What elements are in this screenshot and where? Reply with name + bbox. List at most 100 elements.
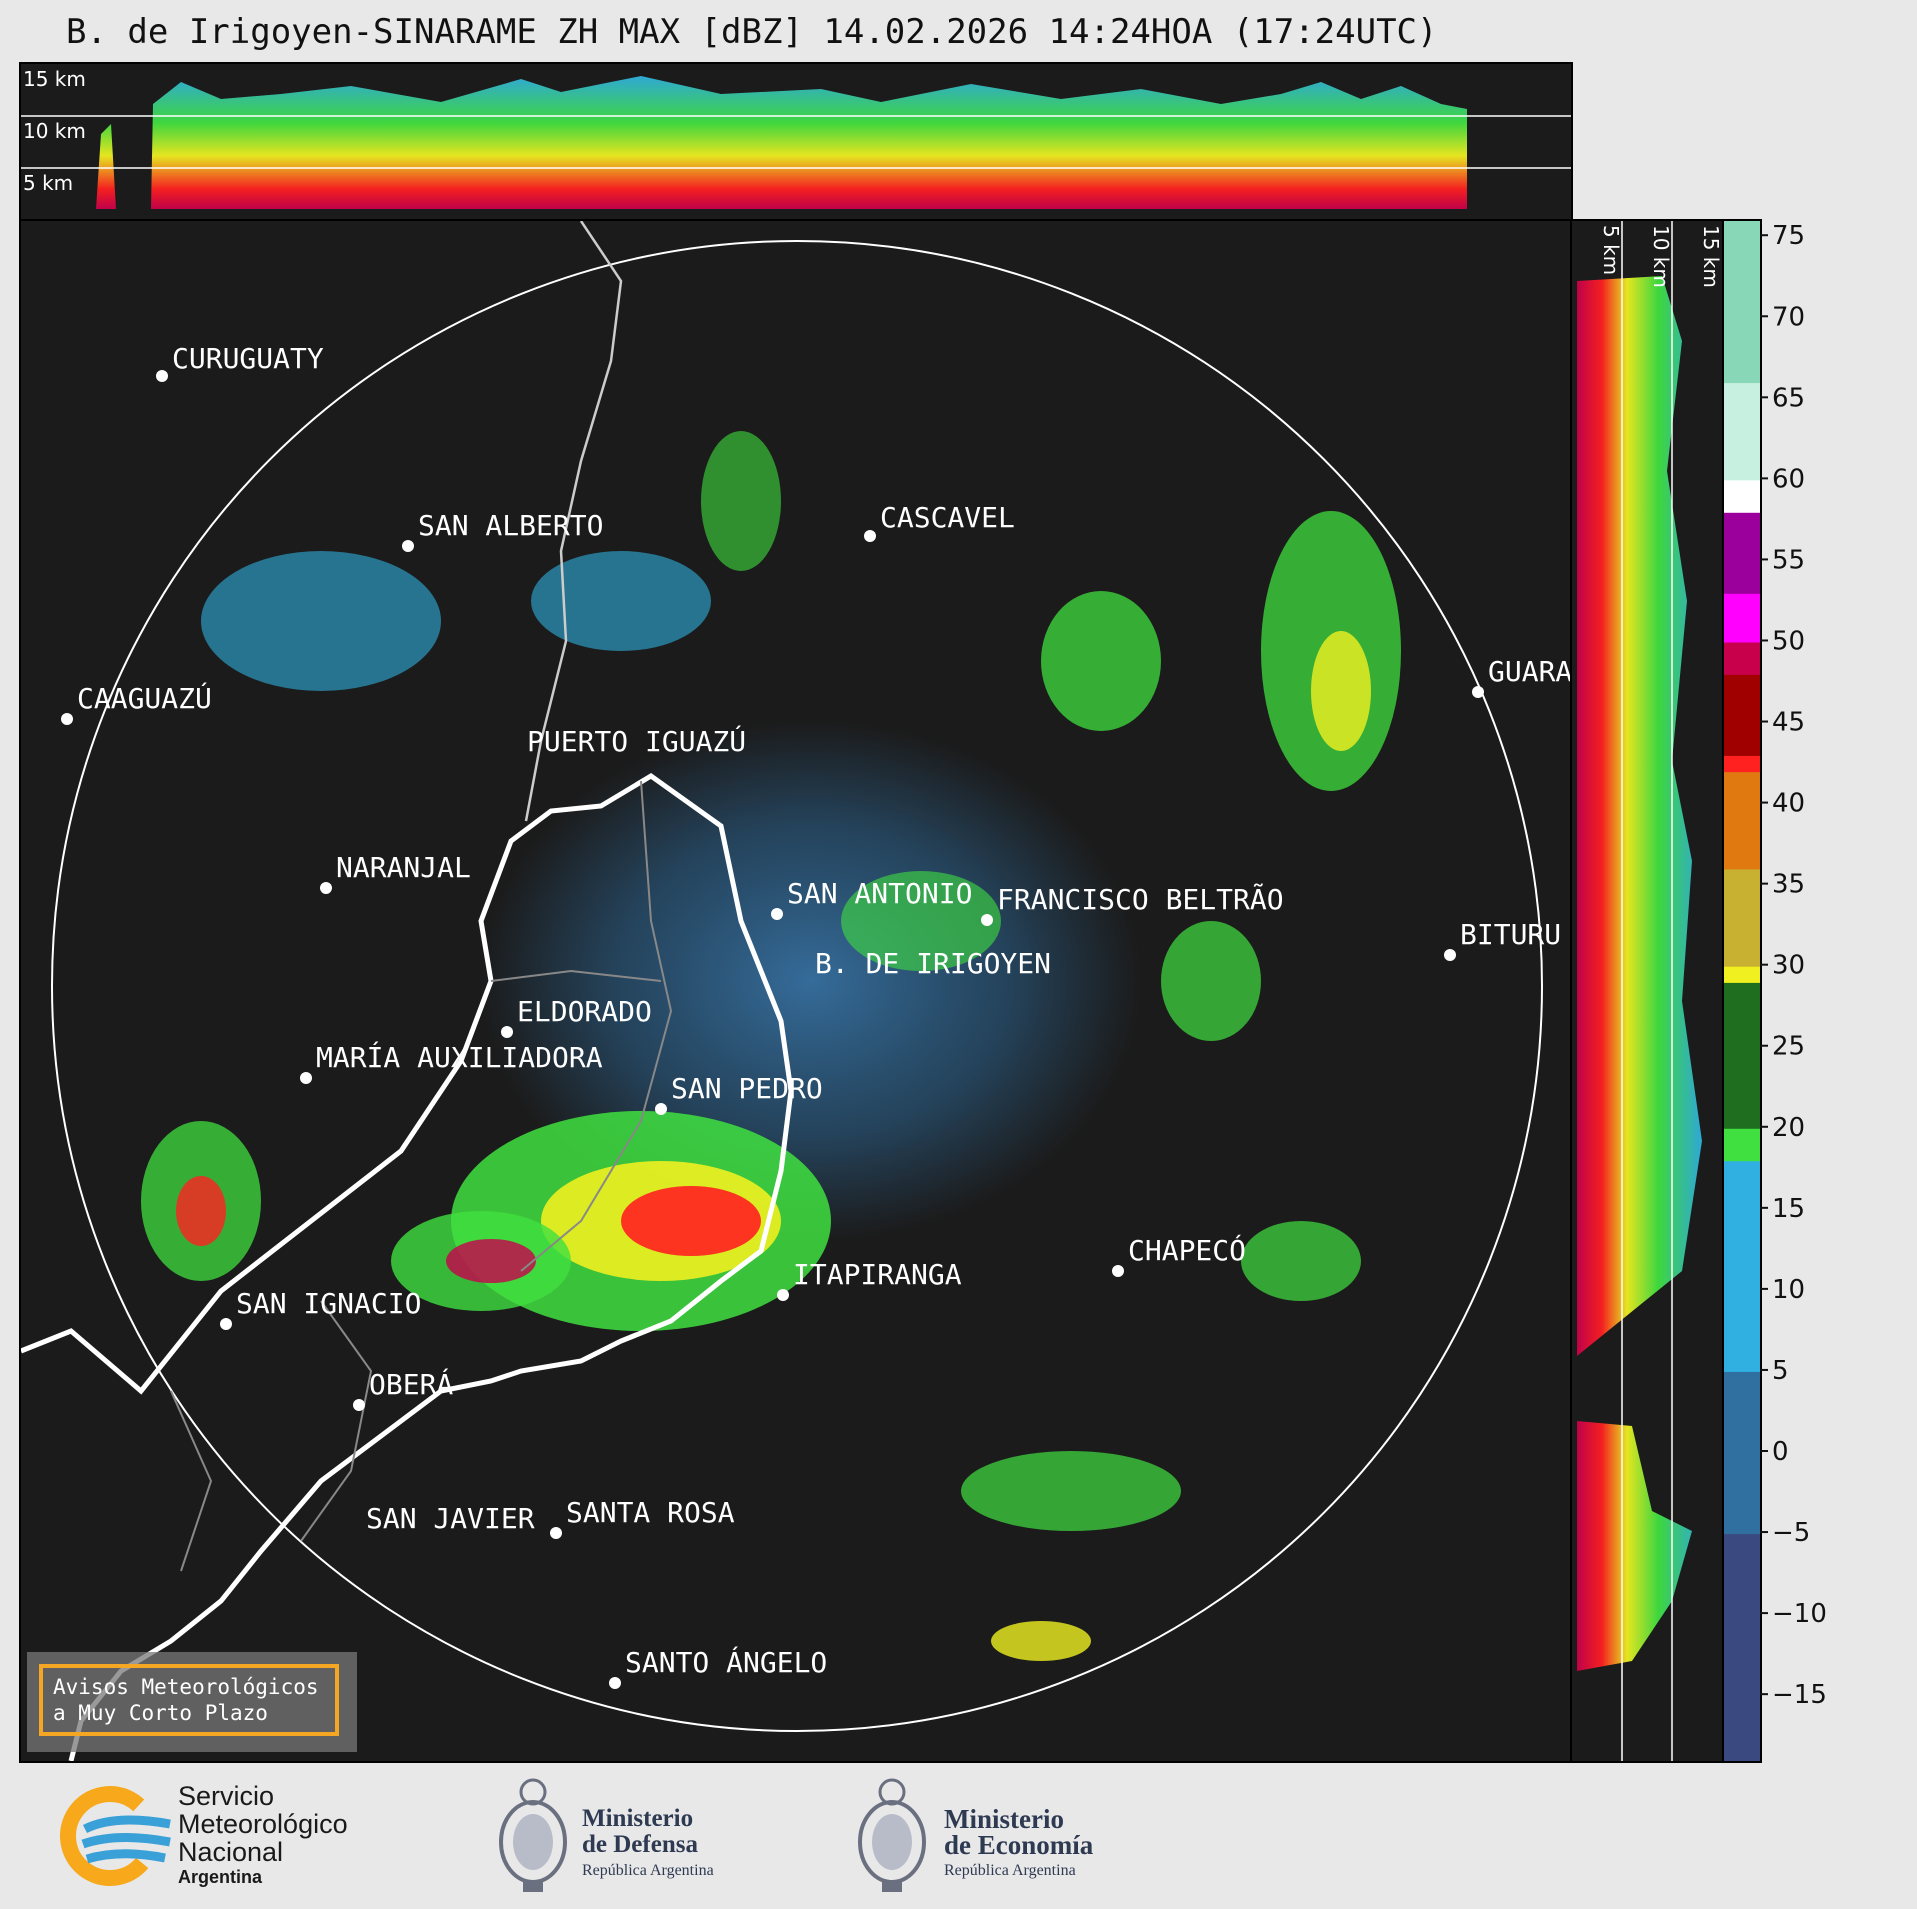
top-alt-label-5: 5 km xyxy=(23,171,73,195)
city-marker xyxy=(771,908,783,920)
notice-box: Avisos Meteorológicos a Muy Corto Plazo xyxy=(39,1664,339,1736)
city-label: CHAPECÓ xyxy=(1128,1233,1246,1267)
top-cross-section-svg: 15 km 10 km 5 km xyxy=(21,67,1571,209)
echo-cell xyxy=(621,1186,761,1256)
city-marker xyxy=(1112,1265,1124,1277)
city-label: SAN ANTONIO xyxy=(787,877,972,910)
echo-cell xyxy=(701,431,781,571)
city-marker xyxy=(1444,949,1456,961)
colorbar-tick-label: 75 xyxy=(1772,221,1805,251)
colorbar-tick-label: 20 xyxy=(1772,1113,1805,1143)
echo-cell xyxy=(1041,591,1161,731)
top-cross-section-panel: 15 km 10 km 5 km xyxy=(19,62,1573,221)
colorbar-segment xyxy=(1724,480,1760,514)
colorbar-segment xyxy=(1724,593,1760,643)
echo-cells xyxy=(141,431,1401,1661)
city-marker xyxy=(981,914,993,926)
colorbar-segment xyxy=(1724,1371,1760,1535)
side-alt-label-10: 10 km xyxy=(1649,225,1673,288)
city-marker xyxy=(353,1399,365,1411)
side-echo-profile xyxy=(1577,276,1702,1671)
city-label: NARANJAL xyxy=(336,851,471,884)
radar-map-panel: CURUGUATY SAN ALBERTO CASCAVEL CAAGUAZÚ … xyxy=(19,219,1573,1763)
side-cross-section-svg: 5 km 10 km 15 km xyxy=(1577,221,1722,1761)
colorbar-segment xyxy=(1724,966,1760,984)
colorbar-tick-label: 15 xyxy=(1772,1194,1805,1224)
chart-title: B. de Irigoyen-SINARAME ZH MAX [dBZ] 14.… xyxy=(66,12,1438,52)
notice-line-1: Avisos Meteorológicos xyxy=(53,1675,319,1699)
smn-logo-text: Servicio Meteorológico Nacional Argentin… xyxy=(178,1782,348,1888)
city-label: GUARA xyxy=(1488,655,1571,688)
city-marker xyxy=(320,882,332,894)
colorbar-segment xyxy=(1724,512,1760,595)
colorbar-tick-label: 30 xyxy=(1772,951,1805,981)
colorbar-segment xyxy=(1724,1128,1760,1162)
economia-line-2: de Economía xyxy=(944,1830,1094,1860)
smn-line-3: Nacional xyxy=(178,1837,284,1867)
colorbar-segment xyxy=(1724,1534,1760,1761)
city-label: FRANCISCO BELTRÃO xyxy=(997,883,1284,916)
colorbar-segment xyxy=(1724,383,1760,481)
defensa-seal-icon xyxy=(499,1778,567,1892)
colorbar-tick-label: 65 xyxy=(1772,383,1805,413)
city-marker xyxy=(655,1103,667,1115)
economia-logo-text: Ministerio de Economía República Argenti… xyxy=(944,1806,1093,1884)
colorbar-tick-label: 25 xyxy=(1772,1032,1805,1062)
city-label: BITURU xyxy=(1460,918,1561,951)
state-boundaries xyxy=(170,780,673,1572)
smn-line-2: Meteorológico xyxy=(178,1809,348,1839)
city-marker xyxy=(864,530,876,542)
city-marker xyxy=(220,1318,232,1330)
city-marker xyxy=(1472,686,1484,698)
colorbar-segment xyxy=(1724,221,1760,384)
echo-cell xyxy=(176,1176,226,1246)
colorbar-tick-label: 40 xyxy=(1772,789,1805,819)
city-label: B. DE IRIGOYEN xyxy=(815,947,1051,980)
echo-cell xyxy=(841,871,1001,971)
city-marker xyxy=(777,1289,789,1301)
colorbar-segment xyxy=(1724,1161,1760,1373)
city-label: ELDORADO xyxy=(517,995,652,1028)
smn-line-4: Argentina xyxy=(178,1867,263,1887)
top-alt-label-15: 15 km xyxy=(23,67,86,91)
economia-line-1: Ministerio xyxy=(944,1804,1064,1834)
colorbar-segment xyxy=(1724,869,1760,968)
smn-line-1: Servicio xyxy=(178,1781,275,1811)
colorbar-segment xyxy=(1724,755,1760,773)
city-marker xyxy=(501,1026,513,1038)
economia-line-3: República Argentina xyxy=(944,1862,1076,1879)
echo-cell xyxy=(201,551,441,691)
echo-cell xyxy=(531,551,711,651)
city-marker xyxy=(300,1072,312,1084)
echo-cell xyxy=(1241,1221,1361,1301)
city-label: SAN IGNACIO xyxy=(236,1287,421,1320)
colorbar-segment xyxy=(1724,642,1760,676)
side-cross-section-panel: 5 km 10 km 15 km xyxy=(1570,219,1724,1763)
city-label: SAN PEDRO xyxy=(671,1072,823,1105)
colorbar-tick-label: 45 xyxy=(1772,708,1805,738)
city-label: CURUGUATY xyxy=(172,342,324,375)
city-label: PUERTO IGUAZÚ xyxy=(527,724,746,758)
echo-cell xyxy=(961,1451,1181,1531)
city-label: SAN JAVIER xyxy=(366,1502,535,1535)
radar-map-svg: CURUGUATY SAN ALBERTO CASCAVEL CAAGUAZÚ … xyxy=(21,221,1571,1761)
city-marker xyxy=(609,1677,621,1689)
radar-range-circle xyxy=(51,240,1543,1732)
colorbar-segment xyxy=(1724,982,1760,1130)
argentina-border xyxy=(21,773,794,1761)
defensa-line-3: República Argentina xyxy=(582,1862,714,1879)
city-marker xyxy=(61,713,73,725)
colorbar-tick-label: 60 xyxy=(1772,464,1805,494)
defensa-line-1: Ministerio xyxy=(582,1805,694,1832)
colorbar-tick-label: 70 xyxy=(1772,302,1805,332)
colorbar-tick-label: 0 xyxy=(1772,1437,1789,1467)
city-label: ITAPIRANGA xyxy=(793,1258,962,1291)
colorbar-segment xyxy=(1724,772,1760,870)
city-label: MARÍA AUXILIADORA xyxy=(316,1040,603,1074)
notice-line-2: a Muy Corto Plazo xyxy=(53,1701,268,1725)
city-marker xyxy=(402,540,414,552)
colorbar-tick-label: 55 xyxy=(1772,545,1805,575)
city-markers: CURUGUATY SAN ALBERTO CASCAVEL CAAGUAZÚ … xyxy=(61,342,1571,1689)
top-alt-label-10: 10 km xyxy=(23,119,86,143)
colorbar-tick-label: 10 xyxy=(1772,1275,1805,1305)
